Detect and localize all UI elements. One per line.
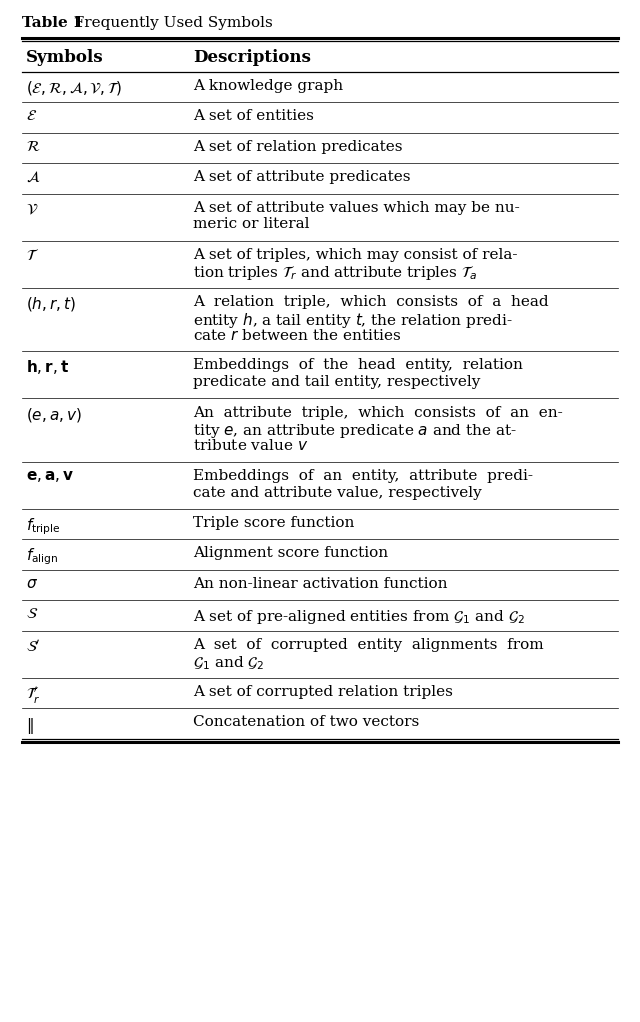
Text: $\mathcal{R}$: $\mathcal{R}$: [26, 140, 40, 154]
Text: Concatenation of two vectors: Concatenation of two vectors: [193, 715, 419, 730]
Text: $(e, a, v)$: $(e, a, v)$: [26, 406, 82, 423]
Text: $(\mathcal{E}, \mathcal{R}, \mathcal{A}, \mathcal{V}, \mathcal{T})$: $(\mathcal{E}, \mathcal{R}, \mathcal{A},…: [26, 79, 122, 97]
Text: $f_{\mathrm{align}}$: $f_{\mathrm{align}}$: [26, 547, 58, 567]
Text: Descriptions: Descriptions: [193, 48, 311, 65]
Text: A set of triples, which may consist of rela-: A set of triples, which may consist of r…: [193, 248, 518, 262]
Text: $\mathbf{h}, \mathbf{r}, \mathbf{t}$: $\mathbf{h}, \mathbf{r}, \mathbf{t}$: [26, 359, 69, 376]
Text: $\|$: $\|$: [26, 715, 34, 736]
Text: A set of attribute predicates: A set of attribute predicates: [193, 171, 410, 185]
Text: meric or literal: meric or literal: [193, 218, 310, 232]
Text: cate $r$ between the entities: cate $r$ between the entities: [193, 328, 401, 343]
Text: A knowledge graph: A knowledge graph: [193, 79, 343, 93]
Text: A set of entities: A set of entities: [193, 109, 314, 124]
Text: A set of relation predicates: A set of relation predicates: [193, 140, 403, 154]
Text: $f_{\mathrm{triple}}$: $f_{\mathrm{triple}}$: [26, 516, 61, 537]
Text: $\mathcal{A}$: $\mathcal{A}$: [26, 171, 40, 185]
Text: $\mathbf{e}, \mathbf{a}, \mathbf{v}$: $\mathbf{e}, \mathbf{a}, \mathbf{v}$: [26, 469, 74, 484]
Text: Triple score function: Triple score function: [193, 516, 355, 530]
Text: A set of corrupted relation triples: A set of corrupted relation triples: [193, 685, 453, 699]
Text: $\mathcal{V}$: $\mathcal{V}$: [26, 201, 38, 216]
Text: A set of pre-aligned entities from $\mathcal{G}_1$ and $\mathcal{G}_2$: A set of pre-aligned entities from $\mat…: [193, 607, 525, 625]
Text: entity $h$, a tail entity $t$, the relation predi-: entity $h$, a tail entity $t$, the relat…: [193, 312, 513, 330]
Text: $(h, r, t)$: $(h, r, t)$: [26, 295, 76, 313]
Text: tion triples $\mathcal{T}_r$ and attribute triples $\mathcal{T}_a$: tion triples $\mathcal{T}_r$ and attribu…: [193, 265, 477, 282]
Text: An non-linear activation function: An non-linear activation function: [193, 577, 447, 591]
Text: A  relation  triple,  which  consists  of  a  head: A relation triple, which consists of a h…: [193, 295, 548, 309]
Text: Symbols: Symbols: [26, 48, 104, 65]
Text: A  set  of  corrupted  entity  alignments  from: A set of corrupted entity alignments fro…: [193, 638, 543, 652]
Text: Alignment score function: Alignment score function: [193, 547, 388, 560]
Text: Embeddings  of  an  entity,  attribute  predi-: Embeddings of an entity, attribute predi…: [193, 469, 533, 483]
Text: $\mathcal{T}_r'$: $\mathcal{T}_r'$: [26, 685, 41, 706]
Text: predicate and tail entity, respectively: predicate and tail entity, respectively: [193, 375, 481, 389]
Text: $\mathcal{T}$: $\mathcal{T}$: [26, 248, 39, 263]
Text: $\mathcal{E}$: $\mathcal{E}$: [26, 109, 37, 124]
Text: An  attribute  triple,  which  consists  of  an  en-: An attribute triple, which consists of a…: [193, 406, 563, 419]
Text: tribute value $v$: tribute value $v$: [193, 438, 308, 454]
Text: $\mathcal{G}_1$ and $\mathcal{G}_2$: $\mathcal{G}_1$ and $\mathcal{G}_2$: [193, 654, 264, 672]
Text: Table 1: Table 1: [22, 16, 84, 30]
Text: tity $e$, an attribute predicate $a$ and the at-: tity $e$, an attribute predicate $a$ and…: [193, 422, 517, 440]
Text: A set of attribute values which may be nu-: A set of attribute values which may be n…: [193, 201, 520, 215]
Text: Frequently Used Symbols: Frequently Used Symbols: [64, 16, 273, 30]
Text: $\mathcal{S}$: $\mathcal{S}$: [26, 607, 38, 621]
Text: $\mathcal{S}'$: $\mathcal{S}'$: [26, 638, 40, 655]
Text: Embeddings  of  the  head  entity,  relation: Embeddings of the head entity, relation: [193, 359, 523, 372]
Text: cate and attribute value, respectively: cate and attribute value, respectively: [193, 485, 482, 500]
Text: $\sigma$: $\sigma$: [26, 577, 38, 591]
